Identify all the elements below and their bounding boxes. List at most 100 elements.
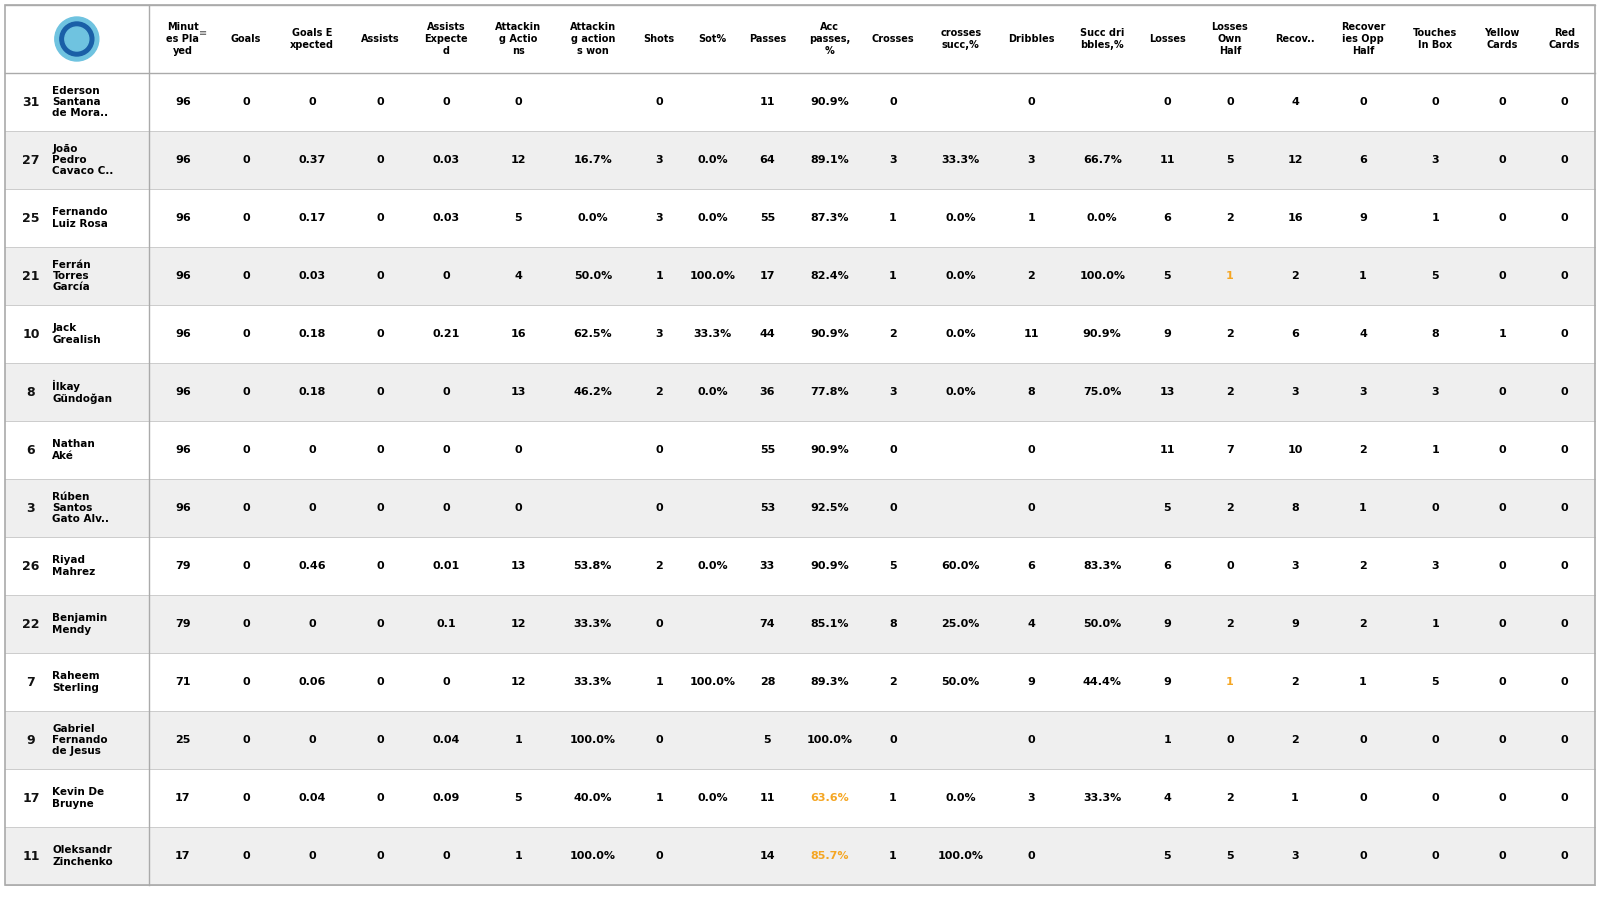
Text: 1: 1	[1358, 503, 1366, 513]
Text: 0: 0	[1027, 735, 1035, 745]
Text: 10: 10	[1288, 445, 1302, 455]
Text: 96: 96	[174, 213, 190, 223]
Text: 25.0%: 25.0%	[941, 619, 979, 629]
Text: 5: 5	[1432, 677, 1438, 687]
Text: 16: 16	[510, 329, 526, 339]
Text: 0.0%: 0.0%	[946, 387, 976, 397]
Text: 1: 1	[1498, 329, 1506, 339]
Text: 0: 0	[376, 329, 384, 339]
Text: Riyad
Mahrez: Riyad Mahrez	[53, 555, 96, 577]
Text: 55: 55	[760, 445, 774, 455]
Text: 4: 4	[1291, 97, 1299, 107]
Text: 0: 0	[1027, 97, 1035, 107]
Text: 1: 1	[1291, 793, 1299, 803]
Bar	[5, 537, 1595, 595]
Text: 1: 1	[1358, 271, 1366, 281]
Text: 0: 0	[376, 561, 384, 571]
Text: Minut
es Pla
yed: Minut es Pla yed	[166, 22, 200, 56]
Text: 3: 3	[656, 329, 662, 339]
Text: 1: 1	[890, 213, 896, 223]
Text: 11: 11	[760, 97, 774, 107]
Text: 64: 64	[760, 155, 776, 165]
Text: 0: 0	[242, 155, 250, 165]
Text: 11: 11	[1160, 445, 1174, 455]
Text: 2: 2	[1226, 503, 1234, 513]
Text: 66.7%: 66.7%	[1083, 155, 1122, 165]
Text: 0: 0	[1562, 735, 1568, 745]
Text: 25: 25	[22, 212, 40, 224]
Text: 2: 2	[1027, 271, 1035, 281]
Text: 5: 5	[890, 561, 896, 571]
Text: 5: 5	[1432, 271, 1438, 281]
Text: 85.7%: 85.7%	[810, 851, 848, 861]
Text: Touches
In Box: Touches In Box	[1413, 28, 1458, 50]
Text: 33.3%: 33.3%	[574, 677, 611, 687]
Text: 0: 0	[1358, 851, 1366, 861]
Text: 8: 8	[27, 385, 35, 399]
Text: 0: 0	[890, 735, 896, 745]
Text: 0: 0	[309, 445, 315, 455]
Text: Gabriel
Fernando
de Jesus: Gabriel Fernando de Jesus	[53, 724, 109, 756]
Text: 3: 3	[656, 155, 662, 165]
Text: 33: 33	[760, 561, 774, 571]
Text: ≡: ≡	[200, 28, 208, 38]
Text: 2: 2	[656, 561, 662, 571]
Text: 100.0%: 100.0%	[938, 851, 984, 861]
Text: Assists: Assists	[362, 34, 400, 44]
Text: 0.46: 0.46	[298, 561, 326, 571]
Text: 0: 0	[1498, 851, 1506, 861]
Text: 0: 0	[1498, 561, 1506, 571]
Text: 6: 6	[1291, 329, 1299, 339]
Text: 28: 28	[760, 677, 774, 687]
Text: 0: 0	[242, 619, 250, 629]
Text: 17: 17	[174, 851, 190, 861]
Text: 9: 9	[1163, 329, 1171, 339]
Text: 0: 0	[376, 445, 384, 455]
Text: 0: 0	[1432, 793, 1438, 803]
Text: 22: 22	[22, 617, 40, 631]
Text: 1: 1	[656, 677, 662, 687]
Text: 0: 0	[1498, 735, 1506, 745]
Text: 11: 11	[1024, 329, 1040, 339]
Text: 0: 0	[1562, 677, 1568, 687]
Text: 5: 5	[1226, 851, 1234, 861]
Text: 3: 3	[1027, 155, 1035, 165]
Text: 46.2%: 46.2%	[573, 387, 613, 397]
Text: 2: 2	[1291, 677, 1299, 687]
Text: Nathan
Aké: Nathan Aké	[53, 439, 94, 461]
Text: 0: 0	[376, 387, 384, 397]
Text: 0: 0	[242, 503, 250, 513]
Text: 9: 9	[1163, 677, 1171, 687]
Text: 0: 0	[242, 677, 250, 687]
Text: 0: 0	[376, 619, 384, 629]
Text: 96: 96	[174, 387, 190, 397]
Text: 0.0%: 0.0%	[698, 561, 728, 571]
Bar	[5, 189, 1595, 247]
Text: 0: 0	[309, 735, 315, 745]
Text: 0: 0	[242, 851, 250, 861]
Text: 0: 0	[1498, 619, 1506, 629]
Bar	[5, 131, 1595, 189]
Text: 3: 3	[1432, 387, 1438, 397]
Text: 12: 12	[1288, 155, 1302, 165]
Text: 9: 9	[1291, 619, 1299, 629]
Text: Passes: Passes	[749, 34, 786, 44]
Text: 1: 1	[656, 793, 662, 803]
Text: Sot%: Sot%	[699, 34, 726, 44]
Text: 63.6%: 63.6%	[810, 793, 848, 803]
Text: 0: 0	[1498, 793, 1506, 803]
Text: Kevin De
Bruyne: Kevin De Bruyne	[53, 788, 104, 808]
Text: 0: 0	[309, 97, 315, 107]
Text: 0.0%: 0.0%	[698, 387, 728, 397]
Text: 85.1%: 85.1%	[810, 619, 848, 629]
Text: 62.5%: 62.5%	[573, 329, 613, 339]
Text: 0: 0	[656, 503, 662, 513]
Text: João
Pedro
Cavaco C..: João Pedro Cavaco C..	[53, 144, 114, 176]
Text: 9: 9	[1027, 677, 1035, 687]
Text: 11: 11	[22, 850, 40, 862]
Text: 4: 4	[514, 271, 522, 281]
Bar	[5, 247, 1595, 305]
Text: 14: 14	[760, 851, 776, 861]
Text: 4: 4	[1027, 619, 1035, 629]
Text: 0: 0	[890, 503, 896, 513]
